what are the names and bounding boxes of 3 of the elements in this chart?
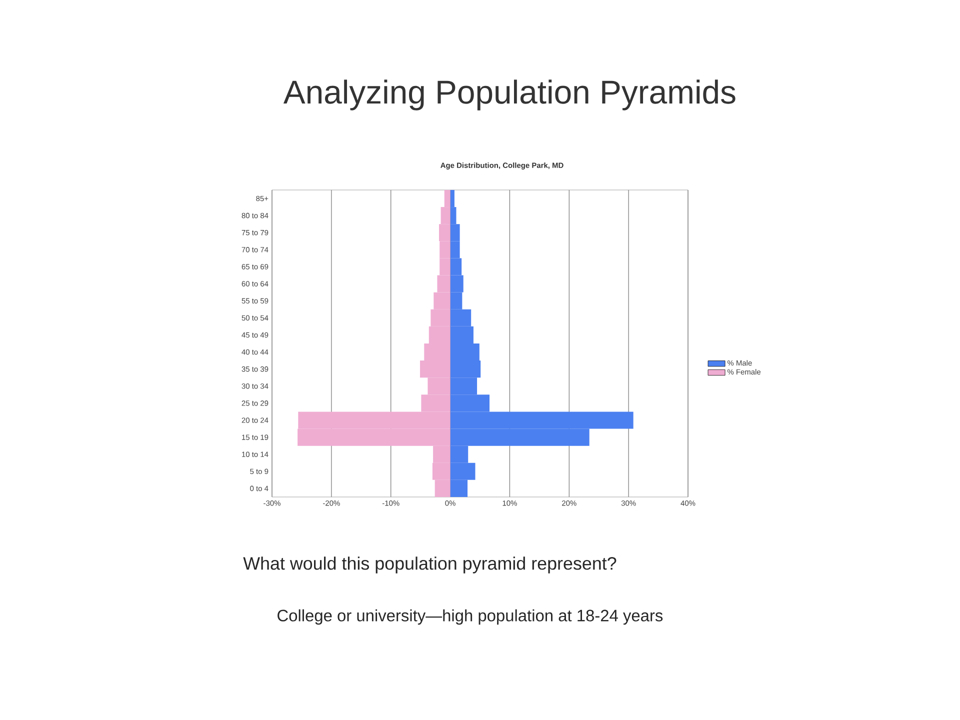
text: College or university—high population at 18-24 years [278, 609, 663, 625]
text: What would this population pyramid represent? [243, 556, 616, 574]
chart-title: Analyzing Population Pyramids [283, 80, 736, 110]
